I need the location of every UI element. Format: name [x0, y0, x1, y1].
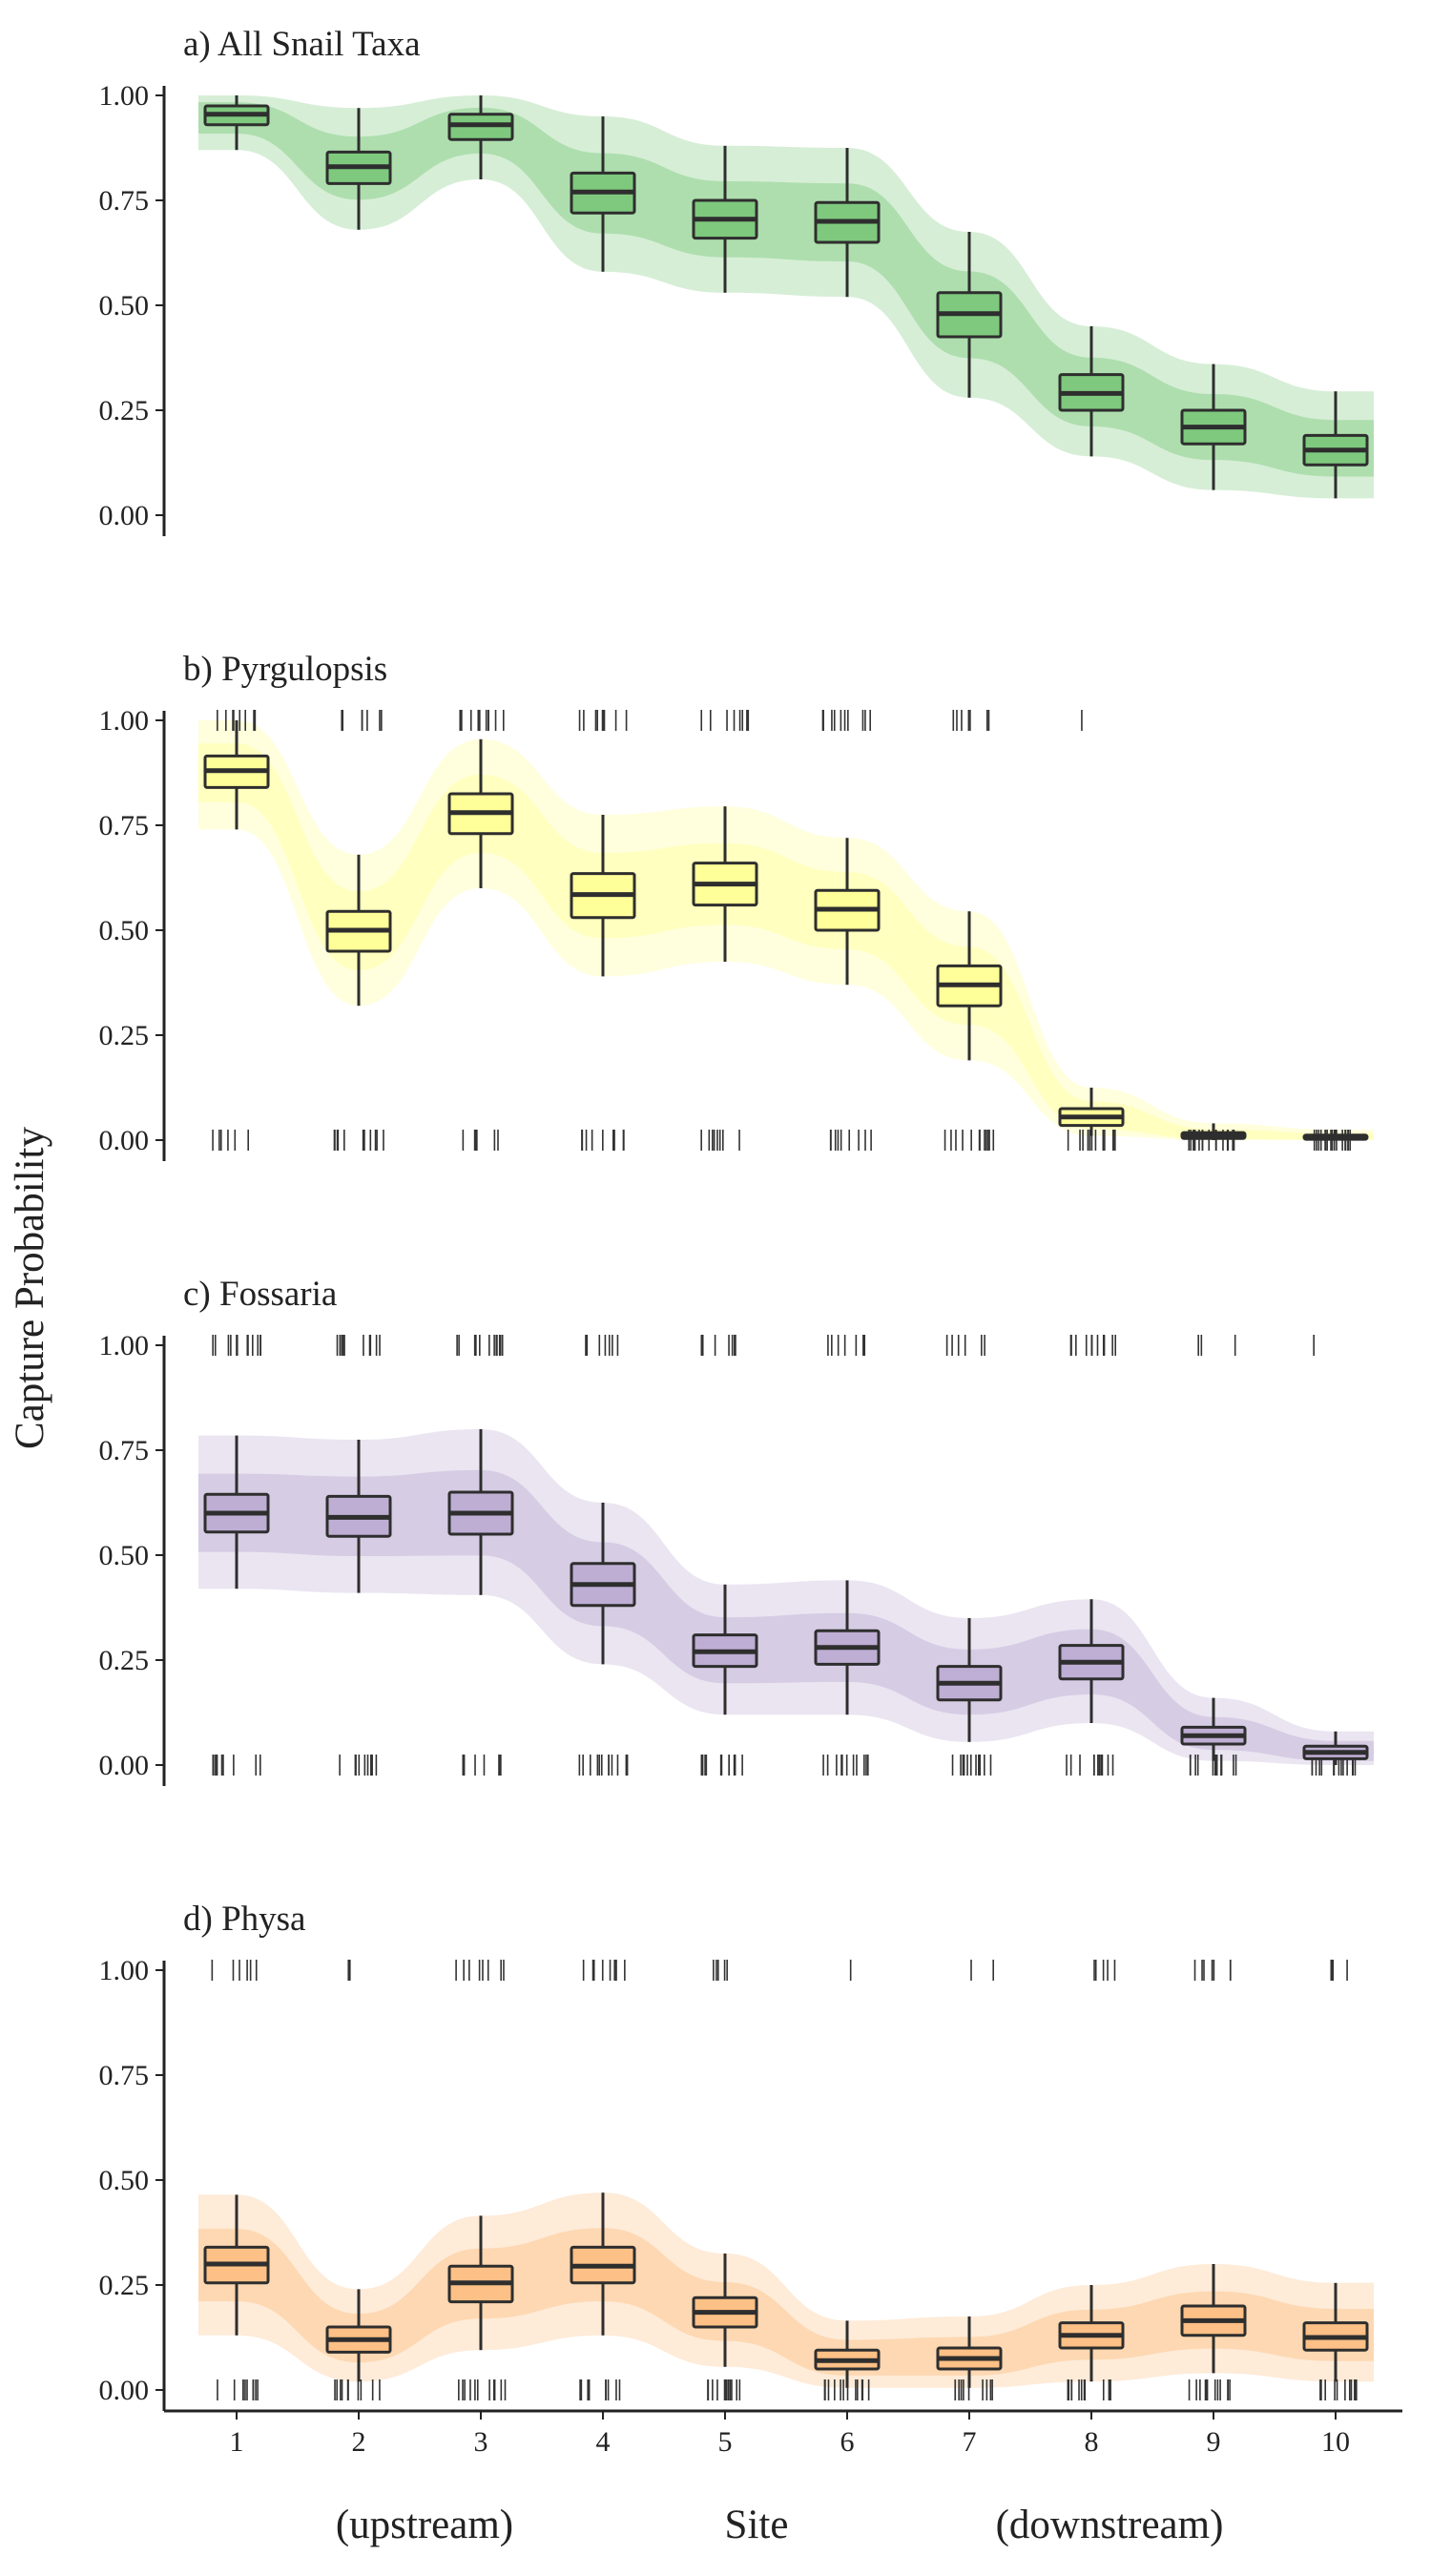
panel-title: b) Pyrgulopsis [183, 650, 387, 689]
box-site-9 [1180, 1123, 1247, 1140]
box-site-8 [1058, 2285, 1125, 2382]
box-site-2 [325, 108, 392, 230]
x-tick-label: 1 [230, 2426, 244, 2458]
box-site-4 [570, 116, 636, 272]
box-site-8 [1058, 326, 1125, 457]
x-axis-upstream-note: (upstream) [336, 2503, 513, 2547]
box-site-7 [936, 232, 1003, 398]
box-site-2 [325, 1440, 392, 1593]
y-tick-label: 0.00 [99, 1750, 150, 1781]
box-site-5 [692, 145, 758, 293]
x-tick-label: 9 [1207, 2426, 1221, 2458]
panel-title: c) Fossaria [183, 1275, 337, 1314]
y-tick-label: 0.25 [99, 1645, 150, 1676]
panels: a) All Snail Taxa0.000.250.500.751.00b) … [99, 25, 1402, 2458]
box-site-1 [203, 2194, 270, 2336]
box-site-9 [1180, 1697, 1247, 1761]
x-tick-label: 8 [1085, 2426, 1099, 2458]
box-site-7 [936, 2316, 1003, 2388]
box-site-7 [936, 911, 1003, 1061]
y-tick-label: 0.25 [99, 2270, 150, 2301]
box-site-3 [447, 1429, 514, 1595]
box-site-1 [203, 720, 270, 830]
x-tick-label: 2 [352, 2426, 366, 2458]
y-tick-label: 0.75 [99, 810, 150, 841]
panel-4: d) Physa 0.00 0.25 0.50 0.75 1.00 1 2 3 4 5 6 7 8 9 10 [99, 1900, 1402, 2458]
box-site-4 [570, 1503, 636, 1665]
box-site-5 [692, 1584, 758, 1715]
box-site-7 [936, 1618, 1003, 1742]
x-tick-label: 5 [718, 2426, 733, 2458]
box-site-8 [1058, 1599, 1125, 1723]
x-tick-label: 10 [1321, 2426, 1350, 2458]
y-tick-label: 0.25 [99, 395, 150, 426]
y-tick-label: 0.75 [99, 2060, 150, 2091]
box-site-10 [1302, 1130, 1369, 1141]
box-site-9 [1180, 2264, 1247, 2374]
x-axis-title: Site [725, 2503, 789, 2547]
box-site-10 [1302, 1731, 1369, 1765]
box-site-8 [1058, 1088, 1125, 1136]
box-site-6 [814, 148, 881, 298]
box-site-10 [1302, 2282, 1369, 2382]
box-site-3 [447, 2215, 514, 2351]
box-site-9 [1180, 364, 1247, 490]
posterior-ribbon-core [198, 1469, 1374, 1761]
box-site-1 [203, 95, 270, 151]
y-tick-label: 1.00 [99, 705, 150, 737]
box-site-6 [814, 2320, 881, 2388]
panel-title: d) Physa [183, 1900, 305, 1939]
box-site-2 [325, 854, 392, 1007]
panel-title: a) All Snail Taxa [183, 25, 421, 64]
panel-1: a) All Snail Taxa 0.00 0.25 0.50 0.75 1.00 [99, 25, 1374, 536]
box-site-1 [203, 1435, 270, 1589]
y-tick-label: 1.00 [99, 1330, 150, 1361]
x-tick-label: 4 [596, 2426, 611, 2458]
box-site-6 [814, 838, 881, 986]
box-site-4 [570, 2192, 636, 2336]
y-tick-label: 0.50 [99, 1540, 150, 1571]
box-site-2 [325, 2289, 392, 2382]
y-tick-label: 1.00 [99, 80, 150, 112]
y-tick-label: 0.25 [99, 1020, 150, 1051]
y-tick-label: 0.00 [99, 2375, 150, 2406]
y-tick-label: 0.50 [99, 2165, 150, 2196]
y-tick-label: 1.00 [99, 1955, 150, 1986]
box-site-5 [692, 2254, 758, 2367]
panel-3: c) Fossaria 0.00 0.25 0.50 0.75 1.00 [99, 1275, 1374, 1786]
box-site-3 [447, 95, 514, 179]
posterior-ribbon-core [198, 743, 1374, 1140]
y-tick-label: 0.75 [99, 1435, 150, 1466]
box-site-4 [570, 815, 636, 977]
x-axis-downstream-note: (downstream) [996, 2503, 1224, 2547]
x-tick-label: 7 [963, 2426, 977, 2458]
box-site-6 [814, 1580, 881, 1715]
y-tick-label: 0.75 [99, 185, 150, 217]
y-tick-label: 0.50 [99, 290, 150, 322]
box-site-10 [1302, 391, 1369, 499]
y-tick-label: 0.00 [99, 1125, 150, 1156]
x-tick-label: 6 [840, 2426, 855, 2458]
box-site-5 [692, 806, 758, 962]
y-tick-label: 0.50 [99, 915, 150, 946]
box-site-3 [447, 738, 514, 888]
y-tick-label: 0.00 [99, 500, 150, 531]
panel-2: b) Pyrgulopsis 0.00 0.25 0.50 0.75 1.00 [99, 650, 1374, 1161]
y-axis-title: Capture Probability [8, 1127, 52, 1449]
x-tick-label: 3 [474, 2426, 488, 2458]
